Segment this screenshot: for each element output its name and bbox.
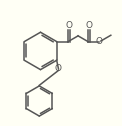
Text: O: O [66, 21, 73, 29]
Text: O: O [85, 21, 92, 29]
Text: O: O [55, 65, 62, 73]
Text: O: O [96, 37, 103, 46]
